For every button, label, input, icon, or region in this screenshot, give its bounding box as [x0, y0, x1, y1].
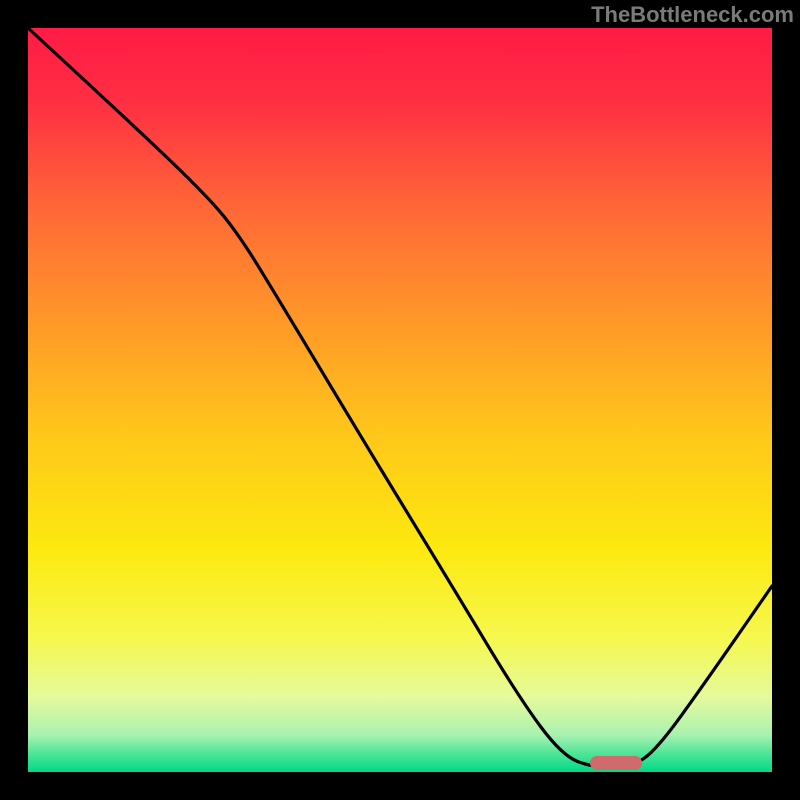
bottleneck-curve	[28, 28, 772, 772]
plot-area	[28, 28, 772, 772]
root-frame: TheBottleneck.com	[0, 0, 800, 800]
watermark-text: TheBottleneck.com	[591, 2, 794, 28]
optimal-zone-marker	[590, 756, 642, 770]
